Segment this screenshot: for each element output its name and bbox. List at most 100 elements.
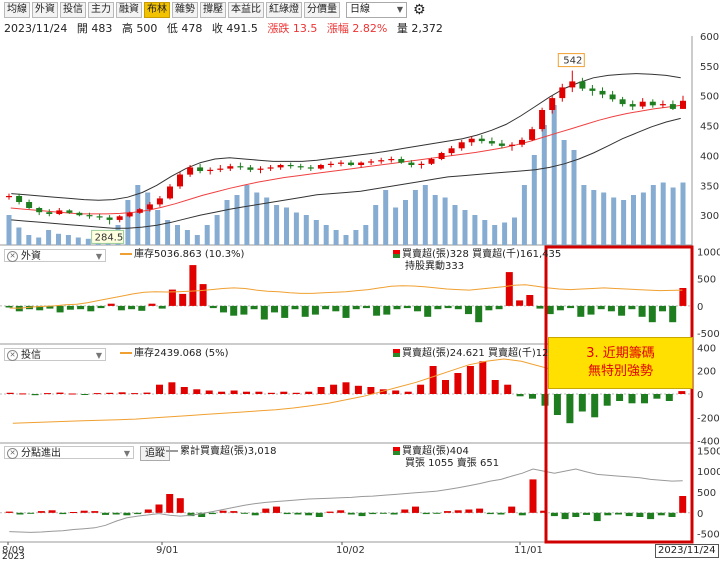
trust-net-bar	[292, 392, 300, 394]
candle-body	[649, 101, 656, 106]
candle-body	[227, 166, 234, 169]
trust-legend-bar: 買賣超(張)24.621 買賣超(千)12,118	[393, 348, 571, 360]
tab-volume-profile[interactable]: 分價量	[304, 2, 340, 18]
trust-net-bar	[118, 392, 126, 395]
candle-body	[559, 87, 566, 99]
broker-buy-sell-label: 買張 1055 賣張 651	[405, 458, 500, 469]
foreign-net-bar	[546, 305, 554, 315]
volume-bar	[353, 230, 359, 245]
tab-foreign[interactable]: 外資	[32, 2, 58, 18]
close-icon[interactable]: ✕	[7, 448, 18, 459]
broker-net-bar	[422, 512, 430, 515]
legend-swatch	[393, 250, 400, 258]
candle-body	[599, 90, 606, 95]
candle-body	[106, 217, 113, 220]
trust-net-bar	[553, 394, 561, 415]
candle-body	[358, 162, 365, 165]
foreign-net-bar	[516, 300, 524, 306]
broker-net-bar	[647, 512, 655, 520]
foreign-net-bar	[250, 305, 258, 310]
trust-selector-label: 投信	[21, 350, 41, 361]
foreign-net-bar	[128, 305, 136, 310]
tab-pe-ratio[interactable]: 本益比	[228, 2, 264, 18]
trust-net-bar	[44, 393, 51, 395]
gear-icon[interactable]: ⚙	[413, 2, 426, 18]
foreign-net-bar	[403, 305, 411, 309]
tab-misc[interactable]: 雜勢	[172, 2, 198, 18]
trust-net-bar	[305, 391, 313, 394]
tab-support-resistance[interactable]: 撐壓	[200, 2, 226, 18]
candle-body	[569, 81, 576, 88]
volume-bar	[462, 210, 468, 245]
low-label-box	[91, 229, 125, 244]
candle-body	[488, 141, 495, 144]
broker-net-bar	[657, 512, 665, 516]
trust-net-bar	[218, 391, 226, 394]
candle-body	[539, 110, 546, 130]
broker-net-bar	[241, 512, 248, 514]
volume-bar	[65, 235, 71, 245]
candle-body	[609, 94, 616, 100]
foreign-net-bar	[536, 305, 544, 309]
volume-bar	[224, 200, 230, 245]
foreign-net-bar	[66, 305, 74, 310]
broker-net-bar	[508, 506, 516, 513]
broker-net-bar	[5, 511, 13, 513]
candle-body	[207, 169, 214, 171]
volume-bar	[323, 225, 329, 245]
candle-body	[76, 212, 83, 216]
tab-bollinger[interactable]: 布林	[144, 2, 170, 18]
tab-traffic-light[interactable]: 紅綠燈	[266, 2, 302, 18]
foreign-net-bar	[465, 305, 472, 315]
volume-bar	[284, 207, 289, 245]
broker-legend-bar: 買賣超(張)404	[393, 446, 469, 458]
trust-panel-selector[interactable]: ✕ 投信 ▼	[4, 348, 106, 361]
trust-net-bar	[156, 384, 163, 394]
volume-bar	[204, 225, 210, 245]
foreign-net-bar	[342, 305, 350, 318]
broker-net-bar	[497, 512, 505, 515]
track-button[interactable]: 追蹤	[140, 446, 170, 461]
candle-body	[247, 167, 254, 170]
broker-net-bar	[262, 508, 270, 513]
broker-tick-label: 500	[697, 488, 716, 499]
broker-net-bar	[369, 512, 377, 515]
annotation-line-2: 無特別強勢	[587, 364, 653, 379]
tab-margin[interactable]: 融資	[116, 2, 142, 18]
candle-body	[6, 196, 12, 198]
broker-net-bar	[187, 512, 195, 517]
broker-panel-selector[interactable]: ✕ 分點進出 ▼	[4, 446, 134, 459]
broker-net-bar	[37, 511, 45, 513]
foreign-net-bar	[5, 305, 13, 308]
volume-bar	[640, 192, 646, 245]
candle-body	[589, 88, 596, 91]
broker-net-bar	[593, 512, 601, 522]
candle-body	[56, 210, 63, 214]
tab-ma[interactable]: 均線	[4, 2, 30, 18]
broker-net-bar	[16, 512, 24, 515]
volume-bar	[551, 105, 557, 245]
price-tick-label: 400	[700, 151, 719, 162]
close-icon[interactable]: ✕	[7, 350, 18, 361]
close-icon[interactable]: ✕	[7, 251, 18, 262]
foreign-net-bar	[291, 305, 299, 310]
foreign-tick-label: 500	[697, 275, 716, 286]
broker-net-label: 買賣超(張)404	[402, 446, 469, 457]
volume-bar	[373, 205, 379, 245]
tab-main-force[interactable]: 主力	[88, 2, 114, 18]
candle-body	[136, 209, 143, 213]
annotation-callout: 3. 近期籌碼 無特別強勢	[548, 337, 693, 389]
period-select[interactable]: 日線 ▼	[346, 2, 407, 18]
indicator-toolbar: 均線 外資 投信 主力 融資 布林 雜勢 撐壓 本益比 紅綠燈 分價量 日線 ▼ …	[0, 0, 720, 20]
candle-body	[86, 215, 93, 217]
candle-body	[408, 162, 415, 165]
trust-net-bar	[243, 391, 250, 394]
foreign-net-bar	[444, 305, 452, 309]
foreign-panel-selector[interactable]: ✕ 外資 ▼	[4, 249, 106, 262]
candle-body	[448, 148, 455, 154]
foreign-net-bar	[148, 303, 156, 306]
broker-selector-label: 分點進出	[21, 448, 61, 459]
tab-trust[interactable]: 投信	[60, 2, 86, 18]
foreign-net-bar	[373, 305, 381, 316]
